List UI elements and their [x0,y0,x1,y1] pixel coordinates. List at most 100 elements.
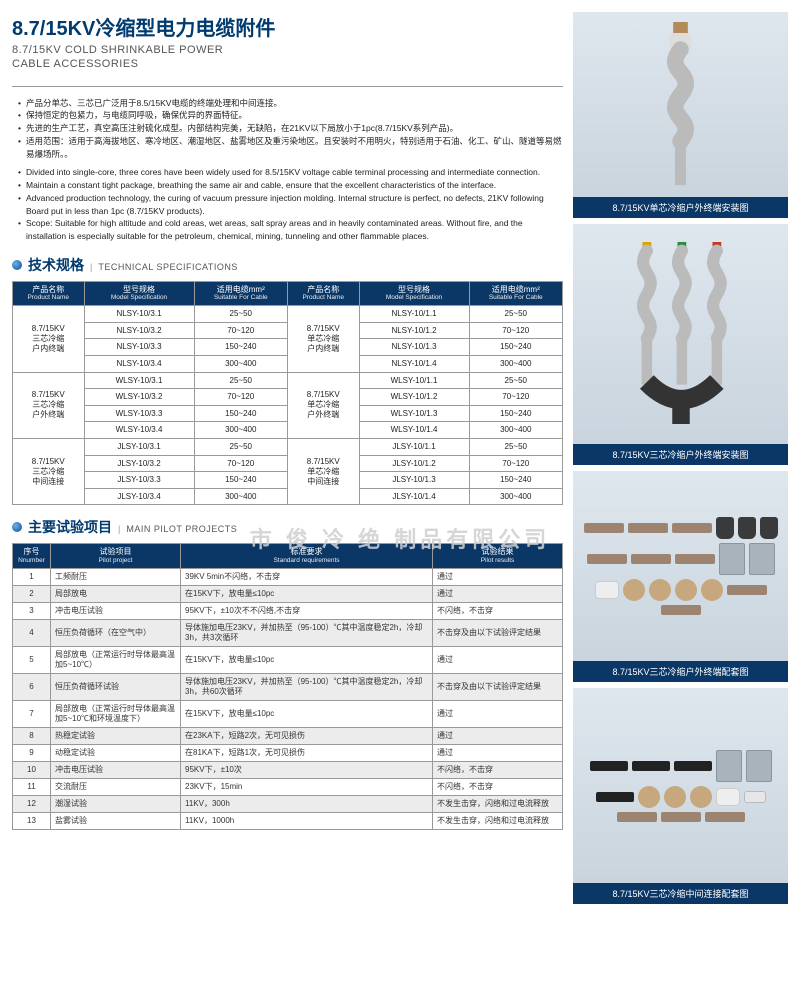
pilot-result: 不发生击穿，闪络和过电流释放 [433,813,563,830]
spec-cable: 300~400 [469,422,563,439]
section-dot-icon [12,260,22,270]
feature-bullet-en: Maintain a constant tight package, breat… [18,179,563,192]
section-tech-head: 技术规格 | TECHNICAL SPECIFICATIONS [12,255,563,275]
product-card: 8.7/15KV三芯冷缩户外终端配套图 [573,471,788,682]
feature-bullet: 保持恒定的包紧力，与电缆同呼吸，确保优异的界面特征。 [18,109,563,122]
feature-bullet-en: Scope: Suitable for high altitude and co… [18,217,563,243]
spec-cable: 150~240 [194,405,288,422]
spec-col-pname: 产品名称Product Name [13,281,85,305]
spec-cable: 25~50 [194,372,288,389]
pilot-project: 冲击电压试验 [51,762,181,779]
spec-product-name: 8.7/15KV单芯冷缩中间连接 [288,438,360,504]
spec-cable: 300~400 [194,422,288,439]
pilot-requirement: 在81KA下，短路1次，无可见损伤 [181,745,433,762]
pilot-requirement: 导体施加电压23KV，并加热至（95-100）℃其中温度稳定2h，冷却3h，共6… [181,674,433,701]
pilot-result: 不闪络，不击穿 [433,603,563,620]
feature-bullet: 适用范围：适用于高海拔地区、寒冷地区、潮湿地区、盐雾地区及重污染地区。且安装时不… [18,135,563,161]
spec-product-name: 8.7/15KV三芯冷缩中间连接 [13,438,85,504]
spec-col-model: 型号规格Model Specification [359,281,469,305]
page-title-en: 8.7/15KV COLD SHRINKABLE POWER CABLE ACC… [12,43,563,72]
product-card: 8.7/15KV单芯冷缩户外终端安装图 [573,12,788,218]
pilot-row: 3冲击电压试验95KV下，±10次不不闪络,不击穿不闪络，不击穿 [13,603,563,620]
product-image-kit-joint [573,688,788,883]
pilot-project: 局部放电（正常运行时导体最高温加5~10℃和环境温度下） [51,701,181,728]
pilot-project: 潮湿试验 [51,796,181,813]
spec-model: NLSY-10/1.2 [359,322,469,339]
spec-model: NLSY-10/1.3 [359,339,469,356]
pilot-result: 不击穿及由以下试验评定结果 [433,674,563,701]
product-caption: 8.7/15KV三芯冷缩户外终端配套图 [573,661,788,682]
product-gallery: 8.7/15KV单芯冷缩户外终端安装图 8.7/15KV三芯冷缩户外终端安装图 [573,12,788,904]
pilot-requirement: 在15KV下，放电量≤10pc [181,586,433,603]
pilot-result: 不闪络，不击穿 [433,779,563,796]
spec-row: 8.7/15KV三芯冷缩户内终端NLSY-10/3.125~508.7/15KV… [13,306,563,323]
pilot-no: 9 [13,745,51,762]
spec-cable: 70~120 [194,322,288,339]
spec-product-name: 8.7/15KV单芯冷缩户外终端 [288,372,360,438]
spec-row: 8.7/15KV三芯冷缩中间连接JLSY-10/3.125~508.7/15KV… [13,438,563,455]
pilot-row: 6恒压负荷循环试验导体施加电压23KV，并加热至（95-100）℃其中温度稳定2… [13,674,563,701]
pilot-no: 8 [13,728,51,745]
section-pilot-head: 主要试验项目 | MAIN PILOT PROJECTS [12,517,563,537]
pilot-project: 恒压负荷循环试验 [51,674,181,701]
spec-model: NLSY-10/3.3 [84,339,194,356]
spec-col-pname: 产品名称Product Name [288,281,360,305]
spec-cable: 25~50 [469,306,563,323]
pilot-result: 不击穿及由以下试验评定结果 [433,620,563,647]
pilot-table: 序号Nnumber 试验项目Pilot project 标准要求Standard… [12,543,563,830]
spec-model: WLSY-10/3.1 [84,372,194,389]
pilot-project: 冲击电压试验 [51,603,181,620]
pilot-no: 1 [13,569,51,586]
page-title-cn: 8.7/15KV冷缩型电力电缆附件 [12,12,563,41]
spec-cable: 150~240 [194,472,288,489]
terminal-three-icon [611,242,751,426]
spec-cable: 300~400 [194,356,288,373]
pilot-requirement: 95KV下，±10次不不闪络,不击穿 [181,603,433,620]
spec-model: JLSY-10/3.4 [84,488,194,505]
pilot-col-no: 序号Nnumber [13,544,51,569]
pilot-project: 动稳定试验 [51,745,181,762]
pilot-row: 4恒压负荷循环（在空气中）导体施加电压23KV，并加热至（95-100）℃其中温… [13,620,563,647]
pilot-project: 恒压负荷循环（在空气中） [51,620,181,647]
pilot-no: 13 [13,813,51,830]
spec-cable: 150~240 [194,339,288,356]
spec-cable: 70~120 [194,389,288,406]
spec-row: 8.7/15KV三芯冷缩户外终端WLSY-10/3.125~508.7/15KV… [13,372,563,389]
spec-model: JLSY-10/3.1 [84,438,194,455]
pilot-requirement: 11KV，300h [181,796,433,813]
pilot-requirement: 导体施加电压23KV，并加热至（95-100）℃其中温度稳定2h，冷却3h，共3… [181,620,433,647]
spec-cable: 300~400 [194,488,288,505]
spec-cable: 150~240 [469,405,563,422]
spec-product-name: 8.7/15KV三芯冷缩户内终端 [13,306,85,372]
pilot-row: 12潮湿试验11KV，300h不发生击穿，闪络和过电流释放 [13,796,563,813]
spec-cable: 300~400 [469,488,563,505]
spec-cable: 25~50 [469,372,563,389]
spec-product-name: 8.7/15KV单芯冷缩户内终端 [288,306,360,372]
product-caption: 8.7/15KV三芯冷缩中间连接配套图 [573,883,788,904]
spec-model: NLSY-10/3.1 [84,306,194,323]
pilot-requirement: 95KV下，±10次 [181,762,433,779]
spec-cable: 300~400 [469,356,563,373]
product-card: 8.7/15KV三芯冷缩中间连接配套图 [573,688,788,904]
spec-model: WLSY-10/1.3 [359,405,469,422]
spec-product-name: 8.7/15KV三芯冷缩户外终端 [13,372,85,438]
pilot-project: 盐雾试验 [51,813,181,830]
product-image-single-outdoor [573,12,788,197]
pilot-project: 交流耐压 [51,779,181,796]
product-caption: 8.7/15KV单芯冷缩户外终端安装图 [573,197,788,218]
pilot-row: 5局部放电（正常运行时导体最高温加5~10℃）在15KV下，放电量≤10pc通过 [13,647,563,674]
pilot-row: 9动稳定试验在81KA下，短路1次，无可见损伤通过 [13,745,563,762]
pilot-result: 通过 [433,647,563,674]
product-card: 8.7/15KV三芯冷缩户外终端安装图 [573,224,788,465]
pilot-result: 不闪络，不击穿 [433,762,563,779]
pilot-project: 工频耐压 [51,569,181,586]
spec-cable: 70~120 [194,455,288,472]
feature-bullet: 先进的生产工艺，真空高压注射硫化成型。内部结构完美，无缺陷，在21KV以下局放小… [18,122,563,135]
pilot-no: 3 [13,603,51,620]
pilot-result: 通过 [433,586,563,603]
pilot-row: 13盐雾试验11KV，1000h不发生击穿，闪络和过电流释放 [13,813,563,830]
spec-model: WLSY-10/3.2 [84,389,194,406]
spec-cable: 25~50 [469,438,563,455]
pilot-row: 2局部放电在15KV下，放电量≤10pc通过 [13,586,563,603]
spec-cable: 70~120 [469,455,563,472]
